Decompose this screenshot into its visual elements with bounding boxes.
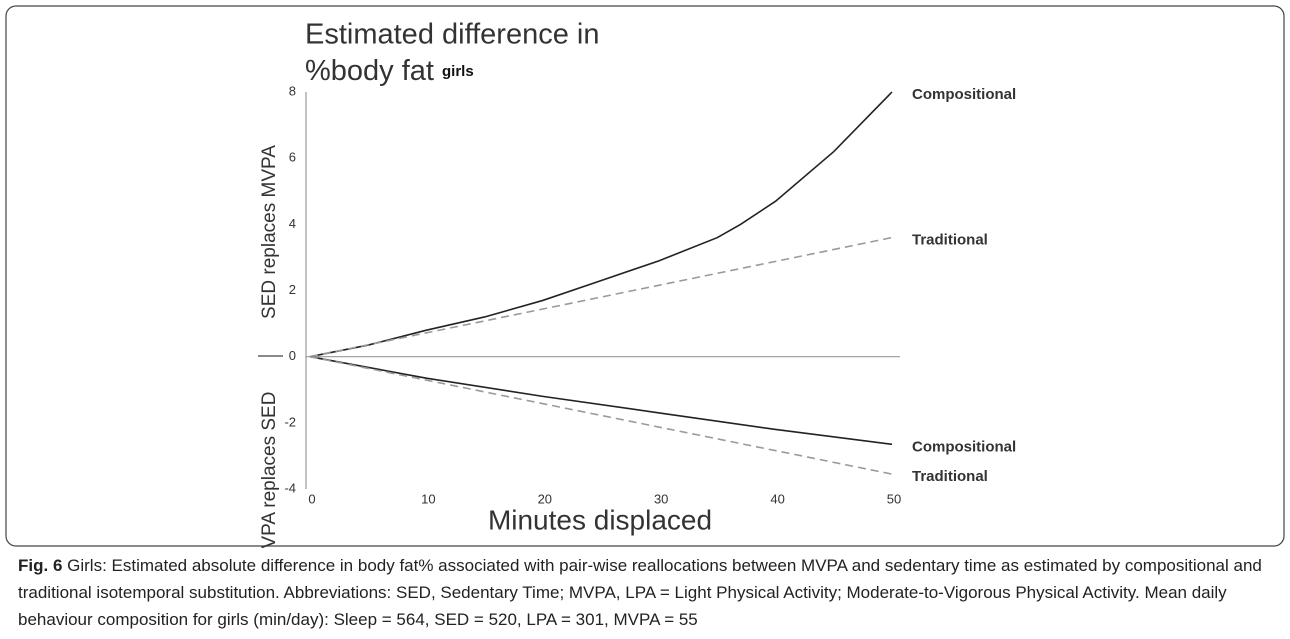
x-axis-label: Minutes displaced — [488, 504, 712, 535]
chart-title: Estimated difference in — [305, 19, 599, 51]
frame — [5, 5, 1285, 547]
chart: Estimated difference in %body fat girls M… — [5, 5, 1285, 548]
series-label: Traditional — [912, 232, 988, 249]
y-tick-label: 4 — [289, 216, 296, 231]
series-label: Compositional — [912, 438, 1016, 455]
x-tick-label: 10 — [421, 491, 435, 506]
chart-subtitle: girls — [442, 63, 474, 80]
line — [309, 355, 893, 446]
line — [309, 91, 893, 358]
x-tick-label: 50 — [887, 491, 901, 506]
x-tick-label: 20 — [538, 491, 552, 506]
y-axis-label: MVPA replaces SED — [259, 392, 280, 548]
y-tick-label: 2 — [289, 282, 296, 297]
y-tick-label: 8 — [289, 83, 296, 98]
caption-text: Girls: Estimated absolute difference in … — [18, 556, 1262, 629]
caption-label: Fig. 6 — [18, 556, 63, 575]
series-label: Compositional — [912, 86, 1016, 103]
chart-title: %body fat — [305, 55, 434, 87]
series-label: Traditional — [912, 468, 988, 485]
line — [309, 236, 893, 358]
chart-title: %body fat girls — [305, 55, 474, 87]
y-axis-label: SED replaces MVPA — [259, 145, 280, 319]
x-tick-label: 0 — [308, 491, 315, 506]
x-tick-label: 40 — [770, 491, 784, 506]
y-tick-label: 0 — [289, 348, 296, 363]
y-tick-label: 6 — [289, 150, 296, 165]
y-tick-label: -2 — [284, 414, 296, 429]
x-tick-label: 30 — [654, 491, 668, 506]
caption: Fig. 6 Girls: Estimated absolute differe… — [18, 552, 1273, 633]
line — [309, 355, 893, 475]
y-tick-label: -4 — [284, 480, 296, 495]
